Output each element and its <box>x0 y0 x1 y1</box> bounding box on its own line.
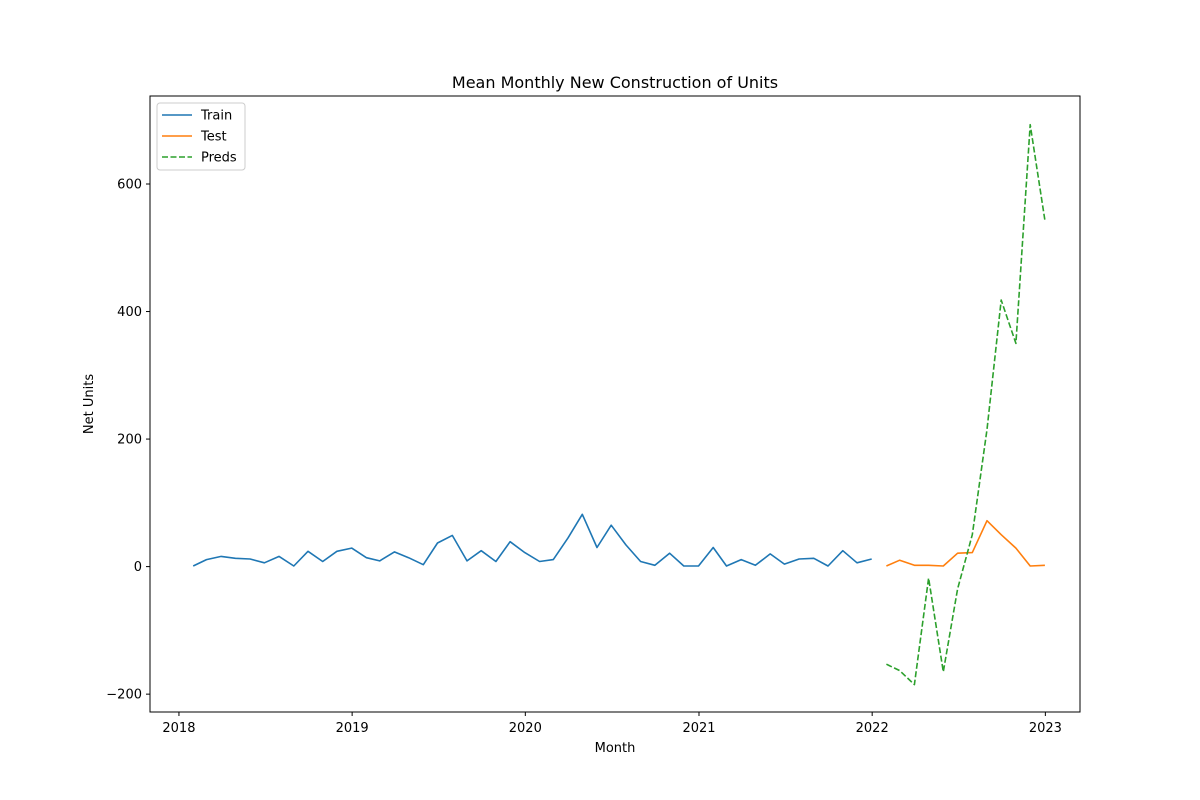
chart-title: Mean Monthly New Construction of Units <box>452 73 778 92</box>
y-tick-label: −200 <box>106 688 142 703</box>
x-tick-label: 2021 <box>682 721 715 736</box>
series-line-test <box>886 519 1045 567</box>
legend-box <box>156 102 246 171</box>
series-line-preds <box>886 123 1046 686</box>
x-tick-label: 2022 <box>856 721 889 736</box>
legend: Train Test Preds <box>156 102 246 171</box>
y-tick-label: 200 <box>117 433 142 448</box>
series-lines <box>192 123 1046 686</box>
x-axis-label: Month <box>595 741 636 756</box>
y-tick-label: 400 <box>117 305 142 320</box>
legend-label-test: Test <box>200 130 227 145</box>
legend-label-train: Train <box>200 109 232 124</box>
x-tick-label: 2020 <box>509 721 542 736</box>
x-tick-label: 2023 <box>1029 721 1062 736</box>
y-tick-label: 600 <box>117 178 142 193</box>
legend-label-preds: Preds <box>201 151 237 166</box>
x-tick-label: 2018 <box>162 721 195 736</box>
series-line-train <box>192 513 872 567</box>
y-axis-ticks: −200 0 200 400 600 <box>106 178 150 703</box>
x-axis-ticks: 2018 2019 2020 2021 2022 2023 <box>162 712 1062 736</box>
y-axis-label: Net Units <box>82 374 97 434</box>
x-tick-label: 2019 <box>336 721 369 736</box>
plot-frame <box>149 95 1081 713</box>
y-tick-label: 0 <box>134 560 142 575</box>
